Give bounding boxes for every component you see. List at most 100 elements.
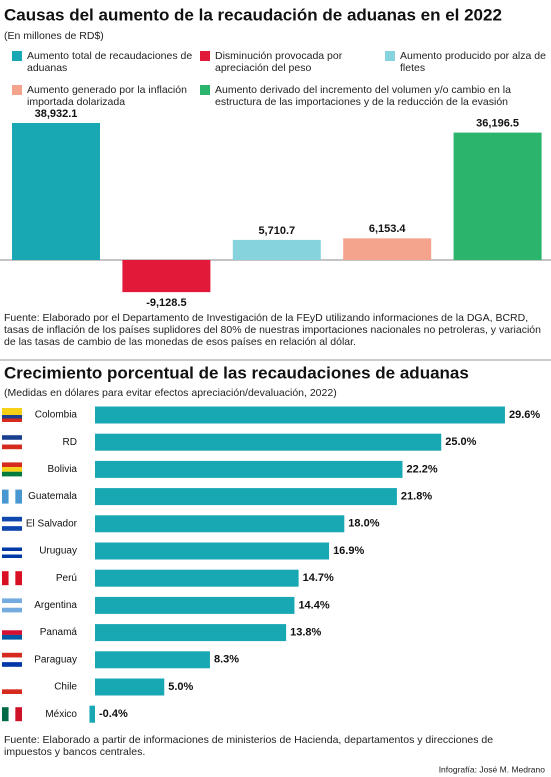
category-label: Uruguay	[39, 546, 77, 557]
bar	[95, 406, 505, 424]
category-label: Panamá	[40, 627, 78, 638]
flag	[2, 571, 9, 586]
credit: Infografía: José M. Medrano	[439, 764, 546, 774]
flag	[8, 489, 16, 504]
flag	[2, 554, 22, 558]
category-label: El Salvador	[26, 518, 78, 529]
legend-swatch	[200, 51, 210, 61]
value-label: 5.0%	[168, 681, 193, 693]
bar	[95, 515, 345, 533]
flag	[2, 435, 22, 440]
value-label: 13.8%	[290, 627, 321, 639]
value-label: 36,196.5	[476, 117, 519, 129]
legend-swatch	[200, 85, 210, 95]
flag	[2, 418, 22, 422]
value-label: 5,710.7	[258, 225, 295, 237]
value-label: 25.0%	[445, 436, 476, 448]
legend-swatch	[385, 51, 395, 61]
category-label: Guatemala	[28, 491, 77, 502]
flag	[8, 571, 16, 586]
chart-title: Crecimiento porcentual de las recaudacio…	[4, 363, 469, 382]
value-label: 38,932.1	[35, 108, 78, 120]
flag	[2, 526, 22, 531]
flag	[2, 657, 22, 663]
flag	[2, 415, 22, 419]
bar	[95, 460, 403, 478]
bar	[343, 238, 432, 260]
flag	[2, 444, 22, 450]
flag	[2, 607, 22, 613]
legend-label: Aumento producido por alza de fletes	[400, 50, 546, 74]
flag	[2, 551, 22, 555]
flag	[2, 408, 22, 412]
value-label: 18.0%	[348, 518, 379, 530]
flag	[2, 489, 9, 504]
flag	[2, 462, 22, 468]
flag	[2, 625, 22, 631]
category-label: Paraguay	[34, 654, 77, 665]
flag	[2, 467, 22, 472]
value-label: 21.8%	[401, 491, 432, 503]
flag	[2, 544, 22, 548]
value-label: 14.4%	[298, 599, 329, 611]
bar	[12, 122, 100, 260]
flag	[2, 684, 22, 690]
flag	[2, 662, 22, 667]
legend-label: Aumento generado por la inflación import…	[27, 84, 187, 108]
value-label: -9,128.5	[146, 297, 186, 309]
flag	[15, 489, 22, 504]
flag	[2, 689, 22, 694]
flag	[2, 411, 22, 415]
source: Fuente: Elaborado por el Departamento de…	[4, 312, 541, 348]
bar	[95, 433, 442, 451]
chart-subtitle: (En millones de RD$)	[4, 30, 104, 42]
value-label: 14.7%	[303, 572, 334, 584]
category-label: Bolivia	[48, 464, 78, 475]
bar	[95, 624, 287, 642]
source: Fuente: Elaborado a partir de informacio…	[4, 734, 494, 758]
flag	[2, 707, 9, 722]
legend-label: Disminución provocada por apreciación de…	[215, 50, 343, 74]
flag	[2, 680, 22, 685]
category-label: Argentina	[34, 600, 77, 611]
flag	[2, 630, 22, 635]
bar	[95, 596, 295, 614]
flag	[2, 521, 22, 527]
bar	[453, 132, 542, 260]
flag	[8, 707, 16, 722]
flag	[2, 598, 22, 604]
bar	[95, 488, 397, 506]
flag	[2, 634, 22, 640]
category-label: Chile	[54, 682, 77, 693]
bar	[95, 651, 210, 669]
flag	[2, 603, 22, 608]
value-label: -0.4%	[99, 708, 128, 720]
value-label: 8.3%	[214, 654, 239, 666]
value-label: 16.9%	[333, 545, 364, 557]
flag	[2, 547, 22, 551]
flag	[15, 707, 22, 722]
flag	[2, 516, 22, 522]
value-label: 29.6%	[509, 409, 540, 421]
bar	[232, 239, 321, 260]
flag	[2, 439, 22, 445]
legend-swatch	[12, 85, 22, 95]
value-label: 6,153.4	[369, 223, 407, 235]
flag	[2, 652, 22, 658]
category-label: Colombia	[35, 410, 78, 421]
legend-label: Aumento total de recaudaciones de aduana…	[27, 50, 193, 74]
category-label: RD	[63, 437, 77, 448]
bar	[95, 542, 330, 560]
bar	[89, 705, 95, 723]
legend-swatch	[12, 51, 22, 61]
bar	[122, 260, 211, 293]
chart-subtitle: (Medidas en dólares para evitar efectos …	[4, 387, 337, 399]
category-label: Perú	[56, 573, 77, 584]
flag	[15, 571, 22, 586]
bar	[95, 678, 165, 696]
bar	[95, 569, 299, 587]
value-label: 22.2%	[406, 463, 437, 475]
legend-label: Aumento derivado del incremento del volu…	[215, 84, 511, 108]
